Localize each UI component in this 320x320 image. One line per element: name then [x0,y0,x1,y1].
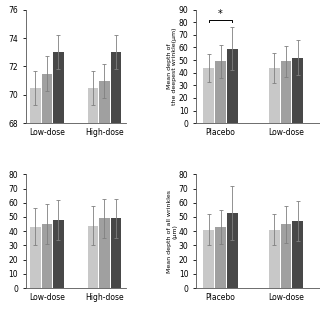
Bar [53,220,64,288]
Y-axis label: Mean depth of
the deepest wrinkle(μm): Mean depth of the deepest wrinkle(μm) [167,28,177,105]
Bar [281,224,292,288]
Bar [268,68,280,123]
Bar [111,52,121,320]
Bar [111,218,121,288]
Bar [227,213,238,288]
Bar [215,61,226,123]
Bar [99,218,110,288]
Bar [203,230,214,288]
Bar [268,230,280,288]
Bar [30,227,41,288]
Bar [292,221,303,288]
Bar [281,61,292,123]
Text: *: * [218,9,223,19]
Y-axis label: Mean depth of all wrinkles
(μm): Mean depth of all wrinkles (μm) [167,190,177,273]
Bar [30,88,41,320]
Bar [203,68,214,123]
Bar [292,58,303,123]
Bar [42,74,52,320]
Bar [42,224,52,288]
Bar [88,226,98,288]
Bar [53,52,64,320]
Bar [215,227,226,288]
Bar [227,49,238,123]
Bar [99,81,110,320]
Bar [88,88,98,320]
